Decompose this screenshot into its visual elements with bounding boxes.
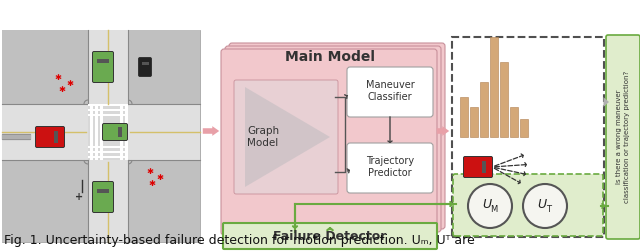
Text: ✱: ✱ <box>147 168 154 176</box>
FancyBboxPatch shape <box>93 181 113 212</box>
FancyBboxPatch shape <box>234 80 338 194</box>
Text: +: + <box>75 192 83 202</box>
FancyBboxPatch shape <box>347 67 433 117</box>
Circle shape <box>523 184 567 228</box>
FancyBboxPatch shape <box>225 46 441 232</box>
Text: Is there a wrong maneuver
classification or trajectory prediction?: Is there a wrong maneuver classification… <box>616 71 630 203</box>
Bar <box>2 30 200 242</box>
Bar <box>88 155 128 158</box>
Bar <box>88 150 128 153</box>
Text: Graph
Model: Graph Model <box>247 126 279 148</box>
Bar <box>90 104 93 160</box>
Text: M: M <box>490 205 498 214</box>
FancyBboxPatch shape <box>347 143 433 193</box>
Bar <box>452 37 604 237</box>
Bar <box>128 30 200 114</box>
Bar <box>88 104 128 160</box>
FancyBboxPatch shape <box>221 49 437 235</box>
Text: U: U <box>538 198 547 210</box>
Bar <box>88 113 128 116</box>
Bar <box>97 188 109 193</box>
Text: Maneuver
Classifier: Maneuver Classifier <box>365 80 414 102</box>
Bar <box>88 30 128 242</box>
Bar <box>2 104 200 160</box>
Bar <box>482 161 486 173</box>
Text: Failure Detector: Failure Detector <box>273 230 387 242</box>
FancyBboxPatch shape <box>463 156 493 177</box>
Bar <box>95 104 97 160</box>
Bar <box>88 104 128 106</box>
Text: ✱: ✱ <box>58 85 65 94</box>
Text: Fig. 1. Uncertainty-based failure detection for motion prediction. Uₘ, Uᵀ are: Fig. 1. Uncertainty-based failure detect… <box>4 234 475 247</box>
Polygon shape <box>245 87 330 187</box>
Bar <box>500 62 508 137</box>
Bar <box>88 109 128 111</box>
FancyBboxPatch shape <box>102 123 127 141</box>
Text: Main Model: Main Model <box>285 50 375 64</box>
FancyBboxPatch shape <box>35 127 65 147</box>
FancyBboxPatch shape <box>229 43 445 229</box>
Bar <box>2 160 90 242</box>
Bar <box>128 160 200 242</box>
Bar <box>120 104 122 160</box>
FancyBboxPatch shape <box>606 35 640 239</box>
Bar <box>54 131 58 143</box>
Text: ✱: ✱ <box>54 73 61 81</box>
Bar <box>88 145 128 148</box>
Text: ✱: ✱ <box>67 79 74 88</box>
Bar <box>460 97 468 137</box>
FancyBboxPatch shape <box>223 223 437 249</box>
Bar <box>510 107 518 137</box>
FancyBboxPatch shape <box>93 51 113 82</box>
Bar <box>490 37 498 137</box>
FancyBboxPatch shape <box>453 174 603 236</box>
Circle shape <box>468 184 512 228</box>
Polygon shape <box>2 134 30 139</box>
Bar <box>520 119 528 137</box>
Bar <box>118 127 122 137</box>
Text: ✱: ✱ <box>148 179 156 188</box>
FancyBboxPatch shape <box>138 57 152 77</box>
Bar <box>2 30 90 114</box>
Text: U: U <box>483 198 492 210</box>
Bar <box>97 59 109 63</box>
Bar <box>125 104 127 160</box>
Bar <box>100 104 102 160</box>
Bar <box>141 62 148 65</box>
Text: T: T <box>547 205 552 214</box>
Bar <box>480 82 488 137</box>
Text: ✱: ✱ <box>157 173 163 182</box>
Bar <box>470 107 478 137</box>
Text: Trajectory
Predictor: Trajectory Predictor <box>366 156 414 178</box>
